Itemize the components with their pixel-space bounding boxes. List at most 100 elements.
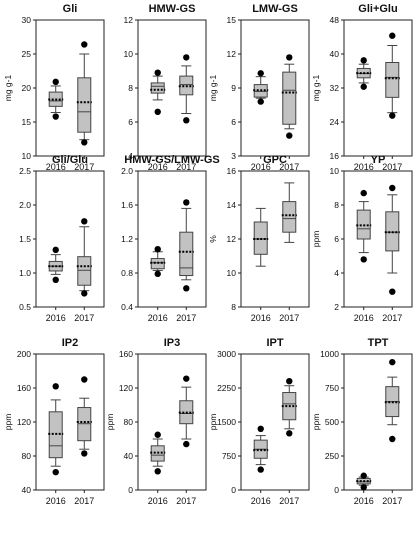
panel-title: IP3 — [164, 337, 181, 349]
plot-frame — [240, 19, 310, 157]
x-category-label: 2016 — [251, 496, 271, 506]
outlier-point — [81, 376, 88, 383]
outlier-point — [389, 288, 396, 295]
y-tick-label: 750 — [325, 383, 339, 393]
y-tick-label: 2.0 — [121, 166, 133, 176]
y-tick-label: 15 — [227, 15, 237, 25]
y-tick-label: 4 — [128, 151, 133, 161]
y-tick-label: 32 — [330, 83, 340, 93]
y-axis-label: ppm — [311, 414, 321, 431]
box-iqr — [282, 71, 297, 125]
y-tick-label: 120 — [119, 383, 133, 393]
y-tick-label: 4 — [334, 268, 339, 278]
y-tick-label: 16 — [330, 151, 340, 161]
panel-title: IPT — [266, 337, 283, 349]
panel-ipt: IPT 0 750 1500 2250 3000 ppm 2016 2017 — [208, 337, 310, 506]
plot-frame — [343, 170, 413, 308]
plot-frame — [343, 19, 413, 157]
box-iqr — [77, 77, 92, 133]
outlier-point — [360, 256, 367, 263]
outlier-point — [360, 57, 367, 64]
outlier-point — [257, 98, 264, 105]
x-category-label: 2016 — [354, 496, 374, 506]
x-category-label: 2016 — [354, 313, 374, 323]
y-tick-label: 1000 — [320, 349, 339, 359]
plot-frame — [35, 170, 105, 308]
panel-ip2: IP2 40 80 120 160 200 ppm 2016 2017 — [3, 337, 105, 506]
y-tick-label: 12 — [124, 15, 134, 25]
panel-title: Gli/Glu — [52, 154, 88, 166]
y-tick-label: 3 — [231, 151, 236, 161]
outlier-point — [52, 78, 59, 86]
panel-title: YP — [371, 154, 386, 166]
outlier-point — [154, 246, 161, 253]
plot-frame — [35, 19, 105, 157]
y-tick-label: 1.0 — [19, 268, 31, 278]
x-category-label: 2017 — [74, 496, 94, 506]
panel-gli-glu: Gli/Glu 0.5 1.0 1.5 2.0 2.5 2016 2017 — [19, 154, 105, 323]
outlier-point — [360, 189, 367, 197]
y-axis-label: ppm — [105, 414, 115, 431]
y-axis-label: mg g-1 — [208, 75, 218, 102]
panel-gli-glu: Gli+Glu 16 24 32 40 48 mg g-1 2016 2017 — [311, 3, 413, 172]
outlier-point — [257, 466, 264, 473]
plot-frame — [137, 353, 207, 491]
plot-frame — [137, 19, 207, 157]
panel-lmw-gs: LMW-GS 3 6 9 12 15 mg g-1 2016 2017 — [208, 3, 310, 172]
outlier-point — [183, 440, 190, 448]
outlier-point — [389, 358, 396, 366]
outlier-point — [81, 290, 88, 297]
y-tick-label: 250 — [325, 451, 339, 461]
panel-title: Gli — [63, 3, 78, 15]
x-category-label: 2016 — [251, 313, 271, 323]
y-tick-label: 1.5 — [19, 234, 31, 244]
x-category-label: 2016 — [354, 162, 374, 172]
y-tick-label: 20 — [22, 83, 32, 93]
x-category-label: 2017 — [74, 313, 94, 323]
outlier-point — [52, 383, 59, 390]
x-category-label: 2017 — [382, 162, 402, 172]
outlier-point — [154, 431, 161, 438]
outlier-point — [154, 69, 161, 76]
panel-title: TPT — [368, 337, 389, 349]
x-category-label: 2016 — [251, 162, 271, 172]
outlier-point — [81, 218, 88, 225]
y-tick-label: 750 — [222, 451, 236, 461]
y-tick-label: 8 — [334, 200, 339, 210]
outlier-point — [81, 41, 88, 48]
y-tick-label: 12 — [227, 49, 237, 59]
y-tick-label: 160 — [119, 349, 133, 359]
panel-gpc: GPC 8 10 12 14 16% 2016 2017 — [208, 154, 310, 323]
plot-frame — [240, 353, 310, 491]
y-tick-label: 0.4 — [121, 302, 133, 312]
outlier-point — [154, 270, 161, 278]
outlier-point — [257, 70, 264, 77]
y-tick-label: 6 — [231, 117, 236, 127]
outlier-point — [183, 54, 190, 61]
box-iqr — [179, 231, 194, 277]
x-category-label: 2017 — [382, 313, 402, 323]
y-tick-label: 12 — [227, 234, 237, 244]
x-category-label: 2016 — [46, 162, 66, 172]
x-category-label: 2016 — [148, 313, 168, 323]
x-category-label: 2016 — [148, 496, 168, 506]
y-tick-label: 8 — [128, 83, 133, 93]
y-tick-label: 0 — [334, 485, 339, 495]
panel-title: LMW-GS — [252, 3, 298, 15]
outlier-point — [360, 472, 367, 479]
outlier-point — [183, 199, 190, 206]
y-tick-label: 2.0 — [19, 200, 31, 210]
plot-frame — [137, 170, 207, 308]
y-tick-label: 2.5 — [19, 166, 31, 176]
y-tick-label: 200 — [17, 349, 31, 359]
outlier-point — [360, 484, 367, 491]
box-iqr — [282, 201, 297, 233]
y-axis-label: mg g-1 — [3, 75, 13, 102]
y-tick-label: 500 — [325, 417, 339, 427]
y-tick-label: 24 — [330, 117, 340, 127]
y-tick-label: 40 — [22, 485, 32, 495]
x-category-label: 2017 — [279, 496, 299, 506]
y-tick-label: 0.5 — [19, 302, 31, 312]
x-category-label: 2016 — [46, 496, 66, 506]
